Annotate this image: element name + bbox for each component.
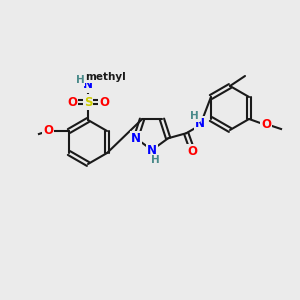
Text: O: O (99, 95, 109, 109)
Text: methyl: methyl (85, 72, 125, 82)
Text: S: S (84, 95, 92, 109)
Text: N: N (83, 79, 93, 92)
Text: H: H (76, 75, 84, 85)
Text: O: O (187, 145, 197, 158)
Text: O: O (67, 95, 77, 109)
Text: N: N (147, 143, 157, 157)
Text: N: N (195, 117, 205, 130)
Text: H: H (151, 155, 159, 165)
Text: H: H (190, 111, 199, 121)
Text: O: O (43, 124, 53, 137)
Text: N: N (131, 132, 141, 145)
Text: O: O (261, 118, 271, 130)
